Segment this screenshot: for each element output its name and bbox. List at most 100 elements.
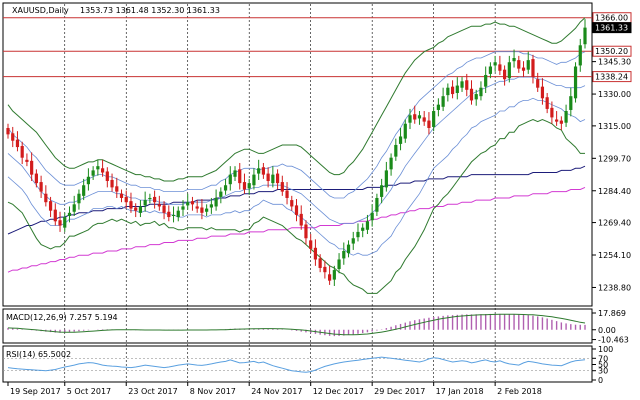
- candle-body: [375, 197, 379, 212]
- price-tick-label: 1284.40: [598, 187, 631, 196]
- candle-body: [346, 244, 351, 254]
- macd-tick-label: -10.463: [598, 336, 629, 345]
- candle-body: [115, 186, 119, 192]
- candle-body: [441, 96, 445, 107]
- candle-body: [493, 62, 497, 66]
- candle-body: [186, 202, 190, 206]
- candle-body: [242, 182, 247, 190]
- candle-body: [100, 168, 105, 173]
- price-tag-label: 1350.20: [595, 47, 628, 56]
- candle-body: [200, 207, 204, 213]
- candle-body: [526, 60, 530, 70]
- candle-body: [176, 210, 180, 218]
- candle-body: [323, 266, 327, 273]
- candle-body: [299, 213, 303, 226]
- rsi-panel-frame: [2, 345, 593, 383]
- chart-header-symbol: XAUUSD,Daily: [12, 6, 69, 15]
- candle-body: [389, 157, 393, 170]
- candle-body: [559, 120, 563, 124]
- candle-body: [195, 206, 199, 209]
- candle-body: [72, 204, 76, 212]
- candle-body: [138, 206, 143, 213]
- time-tick-label: 19 Sep 2017: [10, 387, 61, 396]
- candle-body: [384, 170, 388, 188]
- macd-tick-label: 0.00: [598, 326, 616, 335]
- candle-body: [110, 179, 114, 188]
- candle-body: [540, 86, 545, 99]
- candle-body: [20, 146, 24, 158]
- time-axis: 19 Sep 2017 5 Oct 2017 23 Oct 2017 8 Nov 20…: [7, 382, 542, 396]
- candle-body: [484, 74, 488, 87]
- candle-body: [498, 64, 502, 71]
- macd-tick-label: 17.869: [598, 309, 626, 318]
- candle-body: [30, 160, 34, 175]
- candle-body: [39, 182, 43, 192]
- time-tick-label: 23 Oct 2017: [128, 387, 177, 396]
- time-tick-label: 12 Dec 2017: [313, 387, 364, 396]
- candle-body: [465, 80, 469, 90]
- candle-body: [247, 183, 251, 189]
- candle-body: [271, 174, 275, 184]
- resistance-lines: [3, 17, 592, 78]
- price-tag-label: 1366.00: [595, 14, 628, 23]
- candle-body: [517, 60, 521, 69]
- candle-body: [294, 205, 299, 215]
- candle-body: [573, 66, 578, 99]
- candle-body: [455, 85, 459, 94]
- candle-body: [157, 204, 161, 207]
- candle-body: [238, 169, 242, 184]
- candle-body: [63, 217, 67, 228]
- rsi-tick-label: 50: [598, 361, 608, 370]
- chart-header-ohlc: 1353.73 1361.48 1352.30 1361.33: [80, 6, 220, 15]
- candle-body: [53, 209, 57, 222]
- rsi-tick-label: 70: [598, 354, 608, 363]
- candle-body: [290, 200, 294, 207]
- candle-body: [427, 120, 431, 128]
- candle-body: [351, 238, 355, 244]
- candle-body: [153, 196, 157, 203]
- bb-upper-line: [7, 17, 586, 182]
- bb-lower-line: [7, 118, 585, 294]
- candle-body: [143, 200, 147, 206]
- candle-body: [44, 193, 48, 203]
- candle-body: [91, 170, 95, 176]
- candle-body: [167, 211, 171, 218]
- price-tag-label: 1338.24: [595, 73, 628, 82]
- candle-body: [398, 136, 403, 144]
- candle-body: [205, 208, 209, 212]
- candle-body: [190, 201, 195, 205]
- macd-panel: 17.869 0.00-10.463: [7, 309, 629, 345]
- candle-body: [261, 167, 265, 175]
- candle-body: [223, 185, 228, 191]
- candle-body: [536, 79, 540, 88]
- candle-body: [124, 196, 128, 203]
- price-axis: 1366.00 1345.30 1330.00 1315.00 1299.70 1284.…: [592, 12, 632, 292]
- candle-body: [96, 166, 100, 170]
- candle-body: [502, 69, 507, 80]
- candle-body: [171, 214, 176, 216]
- rsi-tick-label: 30: [598, 367, 608, 376]
- candle-body: [304, 224, 308, 239]
- candle-body: [488, 66, 493, 74]
- candle-body: [214, 197, 218, 207]
- candle-body: [252, 174, 256, 186]
- candle-body: [219, 191, 223, 197]
- candle-body: [129, 201, 133, 209]
- candle-body: [313, 247, 318, 260]
- candle-body: [583, 27, 587, 45]
- rsi-label: RSI(14) 65.5002: [6, 350, 71, 359]
- candle-body: [119, 193, 124, 198]
- candle-body: [356, 231, 360, 238]
- price-tick-label: 1254.10: [598, 251, 631, 260]
- price-tick-label: 1315.00: [598, 122, 631, 131]
- candle-body: [86, 176, 91, 185]
- candle-body: [413, 114, 417, 120]
- candle-body: [181, 206, 185, 210]
- candle-body: [361, 227, 365, 231]
- time-tick-label: 17 Jan 2018: [436, 387, 484, 396]
- candle-body: [342, 250, 346, 259]
- candle-body: [531, 59, 535, 78]
- rsi-line: [7, 356, 586, 373]
